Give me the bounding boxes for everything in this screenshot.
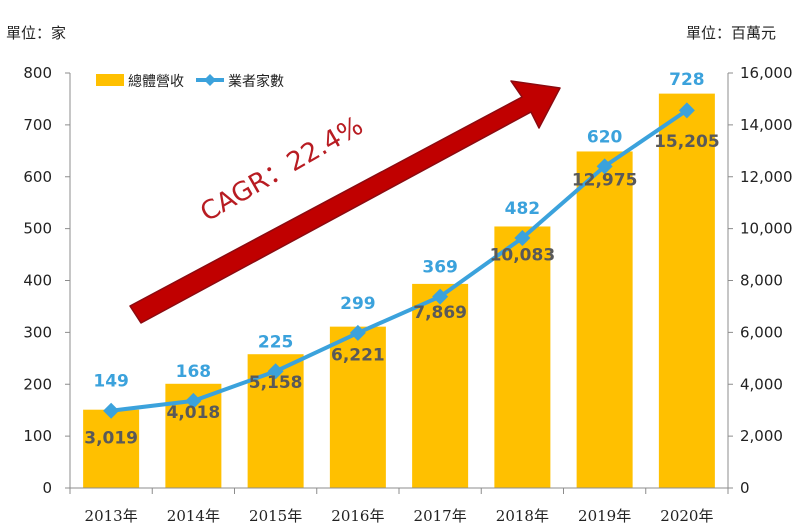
y-right-tick-label: 8,000 <box>740 272 783 290</box>
bar-value-label: 15,205 <box>654 132 720 152</box>
legend-label-bar: 總體營收 <box>128 73 184 90</box>
legend-swatch-bar <box>96 74 124 86</box>
bar-0 <box>83 409 140 488</box>
y-left-tick-label: 500 <box>23 220 52 238</box>
legend-label-line: 業者家數 <box>228 73 284 90</box>
line-series <box>110 108 689 413</box>
x-tick-label: 2016年 <box>331 507 384 525</box>
bar-value-label: 5,158 <box>249 373 303 393</box>
y-left-tick-label: 800 <box>23 64 52 82</box>
line-point-0 <box>103 402 120 419</box>
line-value-label: 299 <box>340 294 376 314</box>
line-value-label: 149 <box>93 372 129 392</box>
line-value-label: 225 <box>258 332 294 352</box>
y-left-tick-label: 600 <box>23 168 52 186</box>
x-tick-label: 2014年 <box>167 507 220 525</box>
line-point-6 <box>596 158 613 175</box>
bar-value-label: 4,018 <box>166 403 220 423</box>
line-point-2 <box>267 363 284 380</box>
x-tick-label: 2017年 <box>414 507 467 525</box>
line-point-3 <box>349 324 366 341</box>
y-right-tick-label: 6,000 <box>740 323 783 341</box>
y-left-tick-label: 700 <box>23 116 52 134</box>
y-right-tick-label: 12,000 <box>740 168 793 186</box>
line-value-label: 482 <box>505 199 541 219</box>
bar-6 <box>576 151 633 488</box>
left-axis-unit: 單位：家 <box>6 24 67 42</box>
y-left-tick-label: 200 <box>23 375 52 393</box>
x-tick-label: 2020年 <box>660 507 713 525</box>
line-value-label: 168 <box>176 362 212 382</box>
line-value-label: 620 <box>587 127 623 147</box>
y-left-tick-label: 0 <box>42 479 52 497</box>
y-left-tick-label: 400 <box>23 272 52 290</box>
line-value-label: 728 <box>669 70 705 90</box>
y-right-tick-label: 2,000 <box>740 427 783 445</box>
line-point-4 <box>432 288 449 305</box>
bar-3 <box>329 326 386 488</box>
y-right-tick-label: 16,000 <box>740 64 793 82</box>
y-right-tick-label: 4,000 <box>740 375 783 393</box>
line-point-5 <box>514 229 531 246</box>
x-tick-label: 2015年 <box>249 507 302 525</box>
right-axis-unit: 單位：百萬元 <box>686 24 777 42</box>
y-left-tick-label: 100 <box>23 427 52 445</box>
y-left-tick-label: 300 <box>23 323 52 341</box>
bar-value-label: 6,221 <box>331 346 385 366</box>
bar-4 <box>412 283 469 488</box>
bar-value-label: 7,869 <box>413 303 467 323</box>
bar-5 <box>494 226 551 489</box>
bar-7 <box>658 93 715 489</box>
y-right-tick-label: 10,000 <box>740 220 793 238</box>
x-tick-label: 2013年 <box>85 507 138 525</box>
bar-value-label: 3,019 <box>84 429 138 449</box>
x-tick-label: 2019年 <box>578 507 631 525</box>
line-point-7 <box>678 102 695 119</box>
y-right-tick-label: 14,000 <box>740 116 793 134</box>
legend-marker-line <box>204 74 216 86</box>
y-right-tick-label: 0 <box>740 479 750 497</box>
cagr-arrow <box>129 80 561 324</box>
x-tick-label: 2018年 <box>496 507 549 525</box>
line-point-1 <box>185 392 202 409</box>
bar-value-label: 10,083 <box>490 245 556 265</box>
line-value-label: 369 <box>422 258 458 278</box>
bar-value-label: 12,975 <box>572 170 638 190</box>
